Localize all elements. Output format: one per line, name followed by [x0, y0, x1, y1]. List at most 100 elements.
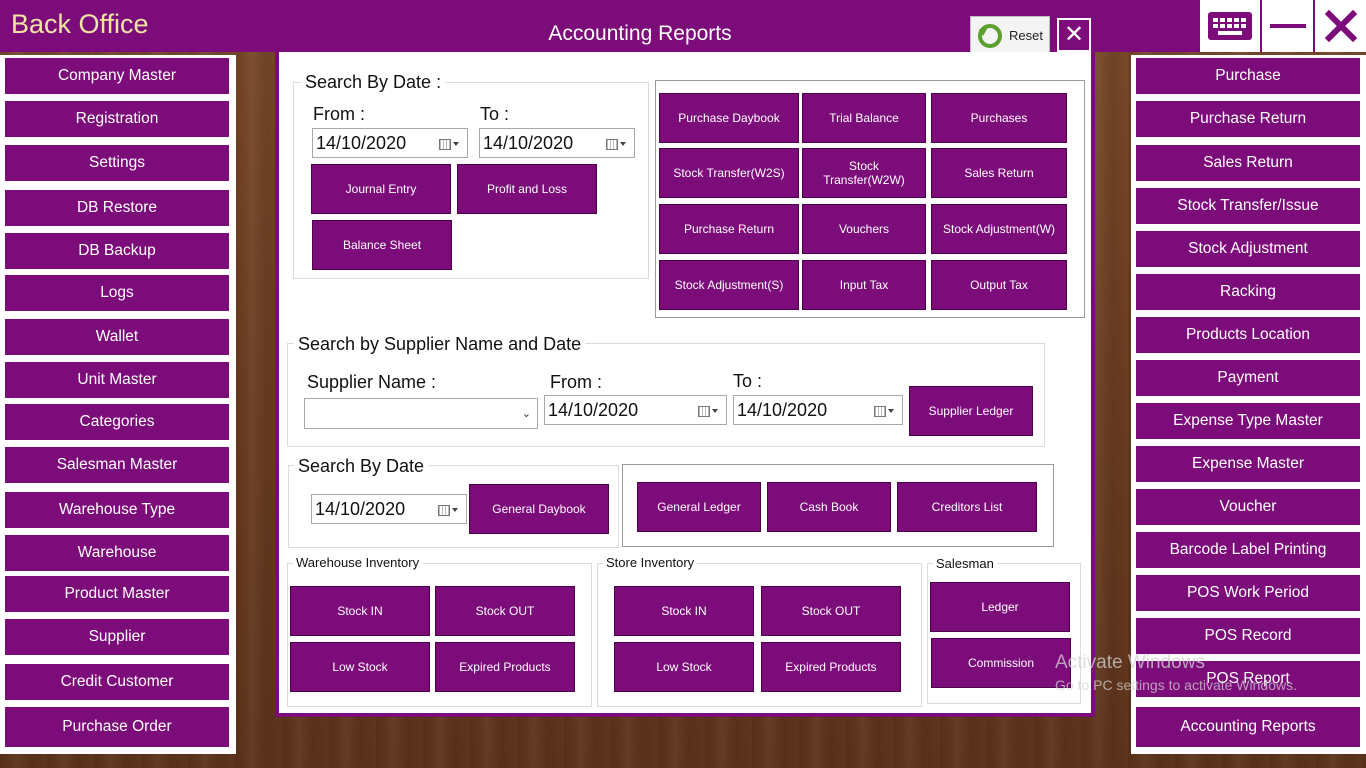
calendar-icon: [874, 404, 896, 418]
nav-credit-customer[interactable]: Credit Customer: [5, 664, 229, 700]
close-report-button[interactable]: ✕: [1055, 16, 1093, 54]
calendar-icon: [698, 404, 720, 418]
supplier-to-date-value: 14/10/2020: [737, 400, 828, 420]
date-search2-group: [288, 465, 619, 548]
journal-entry-button[interactable]: Journal Entry: [311, 164, 451, 214]
keyboard-button[interactable]: [1200, 0, 1260, 52]
nav-product-master[interactable]: Product Master: [5, 576, 229, 612]
nav-payment[interactable]: Payment: [1136, 360, 1360, 396]
nav-registration[interactable]: Registration: [5, 101, 229, 137]
vouchers-button[interactable]: Vouchers: [802, 204, 926, 254]
nav-barcode-label-printing[interactable]: Barcode Label Printing: [1136, 532, 1360, 568]
store-stock-out-button[interactable]: Stock OUT: [761, 586, 901, 636]
title-bar: Back Office Accounting Reports: [0, 0, 1366, 52]
nav-stock-adjustment[interactable]: Stock Adjustment: [1136, 231, 1360, 267]
nav-settings[interactable]: Settings: [5, 145, 229, 181]
nav-supplier[interactable]: Supplier: [5, 619, 229, 655]
salesman-ledger-button[interactable]: Ledger: [930, 582, 1070, 632]
nav-sales-return[interactable]: Sales Return: [1136, 145, 1360, 181]
store-inventory-group: [597, 563, 922, 707]
to-date-value: 14/10/2020: [483, 133, 574, 153]
stock-transfer-w2s-button[interactable]: Stock Transfer(W2S): [659, 148, 799, 198]
nav-voucher[interactable]: Voucher: [1136, 489, 1360, 525]
nav-db-restore[interactable]: DB Restore: [5, 190, 229, 226]
store-low-stock-button[interactable]: Low Stock: [614, 642, 754, 692]
nav-expense-master[interactable]: Expense Master: [1136, 446, 1360, 482]
store-stock-in-button[interactable]: Stock IN: [614, 586, 754, 636]
nav-company-master[interactable]: Company Master: [5, 58, 229, 94]
nav-warehouse-type[interactable]: Warehouse Type: [5, 492, 229, 528]
minimize-button[interactable]: [1260, 0, 1313, 52]
purchase-return-button[interactable]: Purchase Return: [659, 204, 799, 254]
stock-adjustment-s-button[interactable]: Stock Adjustment(S): [659, 260, 799, 310]
nav-purchase-order[interactable]: Purchase Order: [5, 707, 229, 747]
general-ledger-button[interactable]: General Ledger: [637, 482, 761, 532]
warehouse-stock-in-button[interactable]: Stock IN: [290, 586, 430, 636]
close-icon: [1324, 10, 1357, 42]
stock-adjustment-w-button[interactable]: Stock Adjustment(W): [931, 204, 1067, 254]
calendar-icon: [439, 137, 461, 151]
nav-purchase[interactable]: Purchase: [1136, 58, 1360, 94]
supplier-to-label: To :: [733, 371, 763, 391]
creditors-list-button[interactable]: Creditors List: [897, 482, 1037, 532]
nav-wallet[interactable]: Wallet: [5, 319, 229, 355]
warehouse-expired-products-button[interactable]: Expired Products: [435, 642, 575, 692]
daybook-date-value: 14/10/2020: [315, 499, 406, 519]
nav-db-backup[interactable]: DB Backup: [5, 233, 229, 269]
supplier-name-select[interactable]: ⌄: [304, 398, 538, 429]
output-tax-button[interactable]: Output Tax: [931, 260, 1067, 310]
nav-expense-type-master[interactable]: Expense Type Master: [1136, 403, 1360, 439]
activation-watermark-text: Go to PC settings to activate Windows.: [1055, 677, 1297, 693]
supplier-search-group: [287, 343, 1045, 447]
salesman-commission-button[interactable]: Commission: [931, 638, 1071, 688]
store-inventory-title: Store Inventory: [603, 555, 698, 570]
close-app-button[interactable]: [1313, 0, 1366, 52]
nav-pos-report[interactable]: POS Report: [1136, 661, 1360, 697]
nav-racking[interactable]: Racking: [1136, 274, 1360, 310]
sales-return-button[interactable]: Sales Return: [931, 148, 1067, 198]
accounting-reports-panel: Search By Date : From : To : 14/10/2020 …: [275, 52, 1095, 717]
nav-logs[interactable]: Logs: [5, 275, 229, 311]
stock-transfer-w2w-button[interactable]: Stock Transfer(W2W): [802, 148, 926, 198]
nav-stock-transfer-issue[interactable]: Stock Transfer/Issue: [1136, 188, 1360, 224]
profit-and-loss-button[interactable]: Profit and Loss: [457, 164, 597, 214]
nav-products-location[interactable]: Products Location: [1136, 317, 1360, 353]
reset-button[interactable]: Reset: [970, 16, 1050, 55]
page-title: Accounting Reports: [548, 22, 732, 45]
supplier-from-date-input[interactable]: 14/10/2020: [544, 395, 727, 425]
nav-pos-work-period[interactable]: POS Work Period: [1136, 575, 1360, 611]
calendar-icon: [438, 503, 460, 517]
nav-unit-master[interactable]: Unit Master: [5, 362, 229, 398]
supplier-from-label: From :: [550, 372, 602, 392]
salesman-title: Salesman: [933, 556, 997, 571]
input-tax-button[interactable]: Input Tax: [802, 260, 926, 310]
supplier-ledger-button[interactable]: Supplier Ledger: [909, 386, 1033, 436]
supplier-from-date-value: 14/10/2020: [548, 400, 639, 420]
salesman-group: [927, 563, 1081, 704]
from-label: From :: [313, 104, 365, 124]
activation-watermark-title: Activate Windows: [1055, 652, 1205, 673]
general-daybook-button[interactable]: General Daybook: [469, 484, 609, 534]
date-search-title: Search By Date :: [301, 72, 446, 93]
daybook-date-input[interactable]: 14/10/2020: [311, 494, 467, 524]
nav-purchase-return[interactable]: Purchase Return: [1136, 101, 1360, 137]
balance-sheet-button[interactable]: Balance Sheet: [312, 220, 452, 270]
app-title: Back Office: [11, 9, 149, 39]
supplier-to-date-input[interactable]: 14/10/2020: [733, 395, 903, 425]
nav-salesman-master[interactable]: Salesman Master: [5, 447, 229, 483]
cash-book-button[interactable]: Cash Book: [767, 482, 891, 532]
trial-balance-button[interactable]: Trial Balance: [802, 93, 926, 143]
purchases-button[interactable]: Purchases: [931, 93, 1067, 143]
minimize-icon: [1269, 24, 1306, 28]
from-date-input[interactable]: 14/10/2020: [312, 128, 468, 158]
to-date-input[interactable]: 14/10/2020: [479, 128, 635, 158]
nav-warehouse[interactable]: Warehouse: [5, 535, 229, 571]
refresh-icon: [978, 23, 1003, 48]
nav-pos-record[interactable]: POS Record: [1136, 618, 1360, 654]
store-expired-products-button[interactable]: Expired Products: [761, 642, 901, 692]
nav-categories[interactable]: Categories: [5, 404, 229, 440]
warehouse-low-stock-button[interactable]: Low Stock: [290, 642, 430, 692]
purchase-daybook-button[interactable]: Purchase Daybook: [659, 93, 799, 143]
warehouse-stock-out-button[interactable]: Stock OUT: [435, 586, 575, 636]
nav-accounting-reports[interactable]: Accounting Reports: [1136, 707, 1360, 747]
